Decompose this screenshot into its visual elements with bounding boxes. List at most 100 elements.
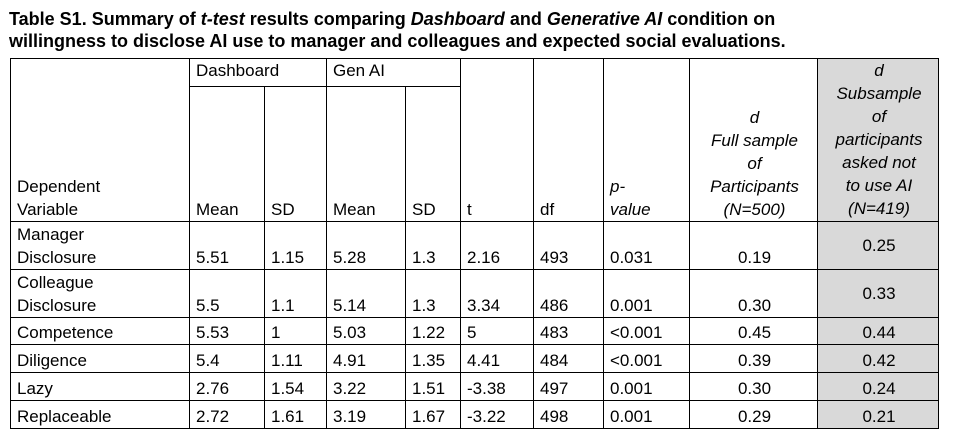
cell-d-subsample: 0.21 — [817, 400, 939, 429]
header-dsub-line2: Subsample — [836, 84, 922, 103]
cell-sd-genai: 1.22 — [405, 317, 461, 345]
caption-em-dashboard: Dashboard — [410, 9, 505, 29]
cell-sd-genai: 1.35 — [405, 344, 461, 373]
cell-mean-genai: 3.19 — [326, 400, 406, 429]
header-dsub-line1: d — [874, 61, 884, 80]
table-row: Manager Disclosure 5.51 1.15 5.28 1.3 2.1… — [10, 221, 939, 270]
cell-variable-line2: Disclosure — [17, 296, 97, 315]
cell-variable: Manager Disclosure — [10, 221, 190, 270]
header-dv-line1: Dependent — [17, 177, 101, 196]
header-dependent-variable: Dependent Variable — [10, 58, 190, 222]
cell-mean-dashboard: 5.4 — [189, 344, 265, 373]
cell-p-value: 0.031 — [603, 221, 690, 270]
cell-mean-dashboard: 2.76 — [189, 372, 265, 401]
cell-p-value: 0.001 — [603, 372, 690, 401]
cell-p-value: <0.001 — [603, 317, 690, 345]
cell-sd-dashboard: 1.1 — [264, 269, 327, 318]
cell-t: -3.22 — [460, 400, 534, 429]
cell-t: 4.41 — [460, 344, 534, 373]
cell-sd-dashboard: 1.15 — [264, 221, 327, 270]
header-dv-line2: Variable — [17, 200, 79, 219]
header-d-full-sample: d Full sample of Participants (N=500) — [689, 58, 818, 222]
cell-t: 3.34 — [460, 269, 534, 318]
table-row: Colleague Disclosure 5.5 1.1 5.14 1.3 3.3… — [10, 269, 939, 318]
header-d-subsample: d Subsample of participants asked not to… — [817, 58, 939, 222]
cell-variable: Replaceable — [10, 400, 190, 429]
cell-d-full: 0.19 — [689, 221, 818, 270]
header-dsub-line6: to use AI — [845, 176, 913, 195]
header-t: t — [460, 58, 534, 222]
header-dsub-line5: asked not — [842, 153, 916, 172]
caption-line2: willingness to disclose AI use to manage… — [9, 31, 786, 51]
cell-mean-genai: 5.03 — [326, 317, 406, 345]
cell-mean-dashboard: 2.72 — [189, 400, 265, 429]
cell-d-full: 0.30 — [689, 372, 818, 401]
cell-d-subsample: 0.44 — [817, 317, 939, 345]
header-column-row: Mean SD Mean SD — [11, 86, 939, 222]
results-table: Dependent Variable Dashboard Gen AI t df … — [10, 57, 939, 429]
cell-d-subsample: 0.25 — [817, 221, 939, 270]
cell-df: 498 — [533, 400, 604, 429]
header-dfull-line2: Full sample — [711, 131, 798, 150]
cell-mean-dashboard: 5.5 — [189, 269, 265, 318]
header-mean-dashboard: Mean — [189, 86, 265, 222]
table-caption: Table S1. Summary of t-test results comp… — [9, 8, 959, 52]
header-group-genai: Gen AI — [326, 57, 461, 88]
caption-em-genai: Generative AI — [546, 9, 663, 29]
cell-variable: Colleague Disclosure — [10, 269, 190, 318]
header-group-row: Dependent Variable Dashboard Gen AI t df … — [10, 57, 939, 222]
cell-sd-dashboard: 1.61 — [264, 400, 327, 429]
cell-p-value: <0.001 — [603, 344, 690, 373]
cell-mean-genai: 3.22 — [326, 372, 406, 401]
cell-variable-line2: Disclosure — [17, 248, 97, 267]
cell-p-value: 0.001 — [603, 400, 690, 429]
cell-df: 483 — [533, 317, 604, 345]
cell-df: 486 — [533, 269, 604, 318]
header-p-line2: value — [610, 200, 651, 219]
header-dfull-line3: of — [747, 154, 762, 173]
header-dfull-line1: d — [749, 108, 760, 127]
cell-mean-genai: 5.28 — [326, 221, 406, 270]
cell-sd-genai: 1.3 — [405, 221, 461, 270]
caption-em-ttest: t-test — [200, 9, 245, 29]
cell-variable: Competence — [10, 317, 190, 345]
cell-df: 497 — [533, 372, 604, 401]
header-sd-genai: SD — [405, 86, 461, 222]
cell-p-value: 0.001 — [603, 269, 690, 318]
header-dsub-line3: of — [871, 107, 887, 126]
cell-d-full: 0.29 — [689, 400, 818, 429]
header-sd-dashboard: SD — [264, 86, 327, 222]
header-dfull-line5: (N=500) — [723, 200, 786, 219]
cell-d-subsample: 0.42 — [817, 344, 939, 373]
caption-mid1: results comparing — [244, 9, 411, 29]
header-group-dashboard: Dashboard — [189, 57, 327, 88]
table-row: Replaceable 2.72 1.61 3.19 1.67 -3.22 49… — [10, 400, 939, 429]
cell-df: 493 — [533, 221, 604, 270]
header-dsub-line7: (N=419) — [848, 199, 910, 218]
cell-df: 484 — [533, 344, 604, 373]
header-dfull-line4: Participants — [710, 177, 799, 196]
cell-variable: Lazy — [10, 372, 190, 401]
table-row: Lazy 2.76 1.54 3.22 1.51 -3.38 497 0.001… — [10, 372, 939, 401]
cell-d-full: 0.39 — [689, 344, 818, 373]
table-row: Competence 5.53 1 5.03 1.22 5 483 <0.001… — [10, 317, 939, 345]
header-mean-genai: Mean — [326, 86, 406, 222]
cell-sd-dashboard: 1.11 — [264, 344, 327, 373]
cell-variable-line1: Manager — [17, 225, 85, 244]
caption-line1-end: condition on — [662, 9, 776, 29]
cell-mean-genai: 5.14 — [326, 269, 406, 318]
caption-mid2: and — [504, 9, 547, 29]
caption-prefix: Table S1. Summary of — [9, 9, 201, 29]
cell-t: 5 — [460, 317, 534, 345]
cell-variable-line1: Colleague — [17, 273, 94, 292]
cell-sd-genai: 1.3 — [405, 269, 461, 318]
cell-sd-dashboard: 1.54 — [264, 372, 327, 401]
cell-t: -3.38 — [460, 372, 534, 401]
table-row: Diligence 5.4 1.11 4.91 1.35 4.41 484 <0… — [10, 344, 939, 373]
cell-mean-dashboard: 5.51 — [189, 221, 265, 270]
cell-d-subsample: 0.24 — [817, 372, 939, 401]
header-p-value: p-value — [603, 58, 690, 222]
cell-sd-dashboard: 1 — [264, 317, 327, 345]
cell-t: 2.16 — [460, 221, 534, 270]
cell-variable: Diligence — [10, 344, 190, 373]
